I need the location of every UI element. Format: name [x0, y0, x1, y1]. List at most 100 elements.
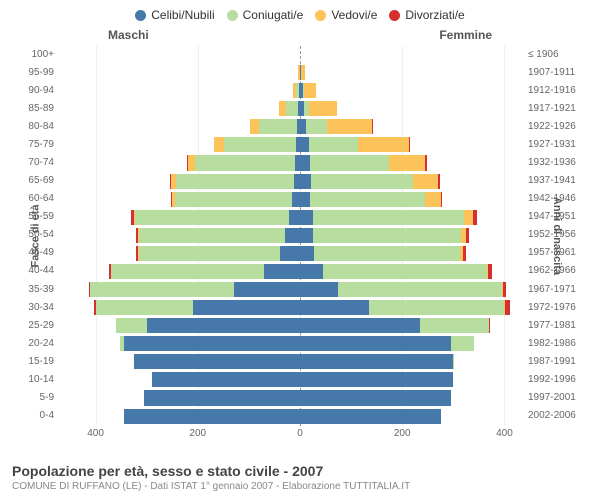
bar-segment-divorziati — [463, 246, 466, 261]
bar-segment-divorziati — [505, 300, 509, 315]
bar-segment-coniugati — [313, 210, 464, 225]
bar-female — [300, 354, 454, 369]
population-pyramid-chart: Celibi/Nubili Coniugati/e Vedovi/e Divorzia… — [0, 0, 600, 500]
legend-label: Vedovi/e — [331, 8, 377, 22]
legend-swatch — [315, 10, 326, 21]
bar-male — [152, 372, 300, 387]
bar-segment-celibi — [300, 300, 369, 315]
age-label: 95-99 — [18, 64, 54, 82]
bar-segment-coniugati — [259, 119, 297, 134]
birth-year-label: 1922-1926 — [528, 118, 582, 136]
bar-segment-coniugati — [176, 174, 294, 189]
bar-segment-celibi — [285, 228, 300, 243]
bar-segment-coniugati — [310, 192, 425, 207]
birth-year-label: 1932-1936 — [528, 154, 582, 172]
bar-male — [89, 282, 300, 297]
bar-segment-divorziati — [425, 155, 427, 170]
bar-female — [300, 83, 316, 98]
birth-year-label: 1942-1946 — [528, 190, 582, 208]
bar-segment-coniugati — [313, 228, 461, 243]
bar-male — [136, 246, 300, 261]
birth-year-label: 1917-1921 — [528, 100, 582, 118]
bar-segment-coniugati — [175, 192, 293, 207]
age-label: 30-34 — [18, 299, 54, 317]
bar-segment-celibi — [134, 354, 300, 369]
bar-male — [116, 318, 300, 333]
bar-segment-divorziati — [409, 137, 411, 152]
birth-year-label: 1907-1911 — [528, 64, 582, 82]
bar-segment-vedovi — [250, 119, 259, 134]
legend-item: Coniugati/e — [227, 8, 304, 22]
bar-female — [300, 65, 305, 80]
bar-segment-divorziati — [473, 210, 477, 225]
birth-year-label: 1962-1966 — [528, 262, 582, 280]
bar-segment-vedovi — [464, 210, 473, 225]
birth-year-label: ≤ 1906 — [528, 46, 582, 64]
bar-segment-celibi — [300, 354, 453, 369]
legend-item: Divorziati/e — [389, 8, 464, 22]
bar-male — [187, 155, 300, 170]
age-row: 60-641942-1946 — [0, 190, 600, 208]
bar-segment-celibi — [152, 372, 300, 387]
x-tick-label: 400 — [496, 428, 513, 439]
bar-segment-coniugati — [306, 119, 326, 134]
bar-segment-coniugati — [116, 318, 147, 333]
age-row: 35-39 1967-1971 — [0, 281, 600, 299]
bar-segment-celibi — [300, 318, 420, 333]
bar-female — [300, 300, 510, 315]
birth-year-label: 1987-1991 — [528, 353, 582, 371]
bar-segment-coniugati — [338, 282, 502, 297]
bar-segment-coniugati — [139, 246, 280, 261]
bar-segment-vedovi — [389, 155, 425, 170]
age-label: 90-94 — [18, 82, 54, 100]
age-label: 35-39 — [18, 281, 54, 299]
bar-segment-coniugati — [224, 137, 296, 152]
age-label: 10-14 — [18, 371, 54, 389]
x-tick-label: 200 — [394, 428, 411, 439]
bar-segment-celibi — [300, 192, 310, 207]
birth-year-label: 1977-1981 — [528, 317, 582, 335]
age-label: 80-84 — [18, 118, 54, 136]
birth-year-label: 1972-1976 — [528, 299, 582, 317]
x-axis: 0200200400400 — [0, 428, 600, 446]
bar-segment-coniugati — [195, 155, 295, 170]
bar-segment-coniugati — [451, 336, 474, 351]
age-label: 5-9 — [18, 389, 54, 407]
bar-segment-divorziati — [372, 119, 374, 134]
chart-footer: Popolazione per età, sesso e stato civil… — [12, 463, 588, 492]
birth-year-label: 1947-1951 — [528, 208, 582, 226]
bar-female — [300, 192, 442, 207]
bar-segment-coniugati — [311, 174, 413, 189]
bar-segment-celibi — [300, 174, 311, 189]
birth-year-label: 1997-2001 — [528, 389, 582, 407]
bar-female — [300, 318, 490, 333]
legend-label: Coniugati/e — [243, 8, 304, 22]
age-row: 45-491957-1961 — [0, 244, 600, 262]
bar-female — [300, 101, 337, 116]
age-label: 15-19 — [18, 353, 54, 371]
birth-year-label: 2002-2006 — [528, 407, 582, 425]
bar-female — [300, 372, 453, 387]
bar-segment-celibi — [300, 210, 313, 225]
bar-segment-coniugati — [420, 318, 489, 333]
bar-segment-divorziati — [441, 192, 443, 207]
legend-label: Celibi/Nubili — [151, 8, 214, 22]
bar-segment-coniugati — [111, 264, 264, 279]
birth-year-label: 1937-1941 — [528, 172, 582, 190]
x-tick-label: 0 — [297, 428, 303, 439]
bar-male — [94, 300, 300, 315]
bar-segment-celibi — [300, 282, 338, 297]
bar-male — [109, 264, 300, 279]
birth-year-label: 1982-1986 — [528, 335, 582, 353]
plot-area: Fasce di età Anni di nascita 100+≤ 19069… — [0, 46, 600, 426]
age-label: 70-74 — [18, 154, 54, 172]
bar-male — [214, 137, 300, 152]
bar-segment-divorziati — [488, 264, 492, 279]
bar-segment-celibi — [300, 336, 451, 351]
bar-segment-celibi — [144, 390, 300, 405]
birth-year-label: 1967-1971 — [528, 281, 582, 299]
bar-segment-celibi — [280, 246, 300, 261]
bar-segment-coniugati — [369, 300, 504, 315]
bar-segment-divorziati — [489, 318, 490, 333]
age-label: 55-59 — [18, 208, 54, 226]
